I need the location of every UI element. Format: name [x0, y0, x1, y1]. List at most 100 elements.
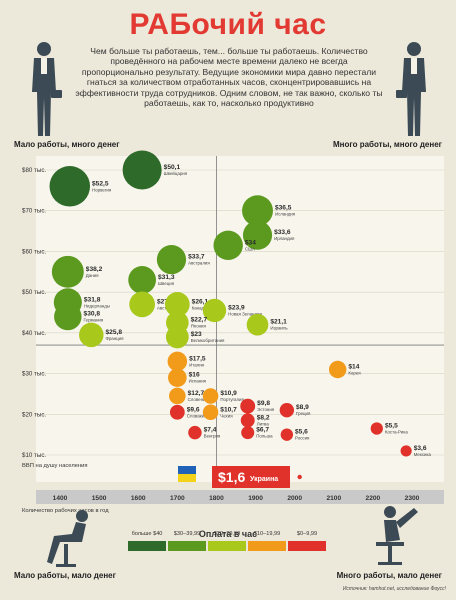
- data-label: $36,5: [275, 205, 292, 212]
- country-label: Коста-Рика: [385, 430, 408, 435]
- y-tick-label: $30 тыс.: [22, 371, 46, 378]
- data-point: [370, 422, 383, 435]
- country-label: Эстония: [257, 407, 275, 412]
- y-tick-label: $40 тыс.: [22, 330, 46, 337]
- data-label: $31,3: [158, 274, 175, 281]
- data-point: [328, 360, 347, 379]
- data-label: $33,6: [274, 229, 291, 236]
- data-point: [242, 195, 273, 227]
- data-label: $5,6: [295, 429, 308, 436]
- data-label: $3,6: [414, 445, 427, 452]
- country-label: США: [245, 246, 255, 251]
- data-point: [129, 291, 155, 318]
- country-label: Нидерланды: [84, 303, 110, 308]
- country-label: Канада: [192, 305, 207, 310]
- data-label: $22,7: [191, 317, 208, 324]
- data-point: [165, 292, 190, 317]
- office-worker-chair-icon: [47, 510, 88, 567]
- country-label: Испания: [189, 379, 207, 384]
- x-tick-label: 2200: [366, 495, 381, 502]
- data-label: $38,2: [86, 266, 103, 273]
- data-label: $10,9: [220, 390, 237, 397]
- y-tick-label: $80 тыс.: [22, 167, 46, 174]
- y-tick-label: $10 тыс.: [22, 452, 46, 459]
- quadrant-label-top-left: Мало работы, много денег: [14, 140, 120, 149]
- data-label: $9,6: [187, 406, 200, 413]
- y-axis-label: ВВП на душу населения: [22, 463, 88, 469]
- quadrant-label-bottom-left: Мало работы, мало денег: [14, 571, 116, 580]
- highlight-value: $1,6: [218, 469, 245, 485]
- country-label: Япония: [191, 324, 207, 329]
- y-tick-label: $50 тыс.: [22, 289, 46, 296]
- country-label: Италия: [189, 362, 205, 367]
- country-label: Германия: [84, 318, 104, 323]
- quadrant-label-top-right: Много работы, много денег: [333, 140, 442, 149]
- legend-swatch: [288, 541, 326, 551]
- quadrant-label-bottom-right: Много работы, мало денег: [336, 571, 442, 580]
- x-tick-label: 1400: [53, 495, 68, 502]
- country-label: Швейцария: [164, 171, 188, 176]
- source-note: Источник: hamhut.net, исследование Фоусс…: [342, 586, 446, 592]
- legend-swatch: [128, 541, 166, 551]
- legend-label: $20–29,99: [213, 531, 241, 537]
- country-label: Дания: [86, 273, 99, 278]
- data-label: $12,7: [188, 390, 205, 397]
- data-point: [246, 313, 269, 336]
- legend-swatch: [248, 541, 286, 551]
- data-label: $23: [191, 331, 202, 338]
- data-label: $9,8: [257, 400, 270, 407]
- intro-text: Чем больше ты работаешь, тем... больше т…: [75, 46, 383, 109]
- x-axis-band: [36, 490, 444, 504]
- data-label: $17,5: [189, 355, 206, 362]
- businessman-icon: [396, 42, 426, 136]
- y-tick-label: $70 тыс.: [22, 208, 46, 215]
- country-label: Израиль: [270, 326, 288, 331]
- data-label: $5,5: [385, 423, 398, 430]
- data-point: [400, 445, 412, 457]
- tired-worker-icon: [376, 506, 418, 565]
- data-label: $21,1: [270, 319, 287, 326]
- highlight-country: Украина: [250, 476, 278, 483]
- data-label: $8,9: [296, 404, 309, 411]
- data-label: $31,8: [84, 296, 101, 303]
- data-point: [202, 298, 227, 323]
- country-label: Норвегия: [92, 187, 112, 192]
- data-label: $16: [189, 372, 200, 379]
- data-point: [165, 325, 189, 349]
- legend-label: $0–9,99: [296, 531, 318, 537]
- x-tick-label: 2300: [405, 495, 420, 502]
- legend-label: $30–39,99: [173, 531, 201, 537]
- data-point: [79, 322, 104, 348]
- data-label: $30,8: [84, 311, 101, 318]
- page-title: РАБочий час: [129, 8, 327, 41]
- x-tick-label: 1600: [131, 495, 146, 502]
- data-point: [202, 388, 219, 404]
- x-tick-label: 1700: [170, 495, 185, 502]
- data-label: $8,2: [257, 414, 270, 421]
- x-tick-label: 1800: [209, 495, 224, 502]
- flag-stripe: [178, 466, 196, 474]
- data-label: $26,1: [192, 298, 209, 305]
- data-label: $52,5: [92, 180, 109, 187]
- data-point: [122, 150, 162, 190]
- data-point: [240, 413, 255, 428]
- highlight-point: [297, 474, 302, 480]
- flag-stripe: [178, 474, 196, 482]
- country-label: Греция: [296, 411, 311, 416]
- legend-swatch: [168, 541, 206, 551]
- country-label: Литва: [257, 421, 270, 426]
- data-label: $6,7: [256, 427, 269, 434]
- country-label: Чехия: [220, 413, 233, 418]
- data-label: $25,8: [106, 329, 123, 336]
- data-point: [156, 244, 187, 275]
- data-point: [279, 403, 295, 418]
- x-tick-label: 2000: [287, 495, 302, 502]
- data-label: $10,7: [220, 406, 237, 413]
- data-point: [169, 404, 185, 420]
- country-label: Франция: [106, 336, 125, 341]
- x-tick-label: 1500: [92, 495, 107, 502]
- country-label: Мексика: [414, 452, 432, 457]
- country-label: Россия: [295, 436, 310, 441]
- legend-label: $10–19,99: [253, 531, 281, 537]
- country-label: Венгрия: [204, 434, 221, 439]
